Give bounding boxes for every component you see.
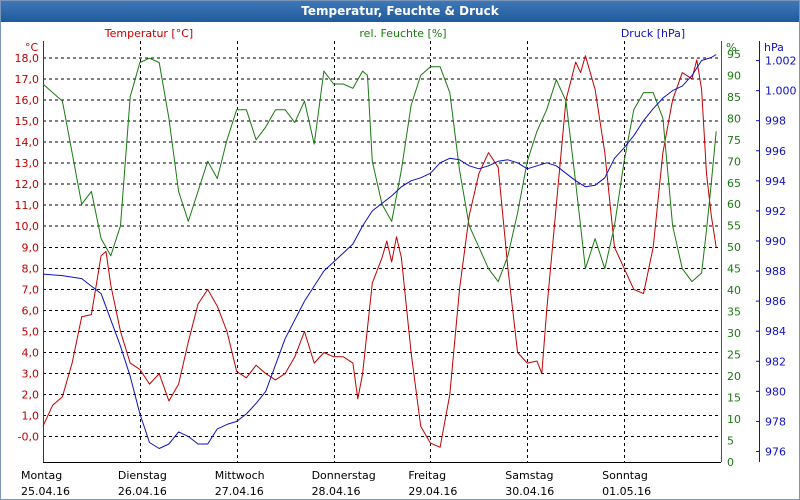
pressure-tick-label: 984 [765,325,786,338]
temperature-tick-label: 1,0 [22,410,40,423]
x-label-date: 30.04.16 [505,485,554,498]
pressure-tick-label: 1.002 [765,55,797,68]
pressure-tick-label: 988 [765,265,786,278]
pressure-tick-label: 1.000 [765,85,797,98]
temperature-tick-label: 10,0 [15,220,40,233]
humidity-tick-label: 20 [727,370,741,383]
temperature-tick-label: 17,0 [15,73,40,86]
temperature-tick-label: 18,0 [15,52,40,65]
humidity-tick-label: 60 [727,198,741,211]
x-label-day: Dienstag [118,469,167,482]
humidity-tick-label: 30 [727,327,741,340]
x-label-day: Donnerstag [312,469,376,482]
pressure-tick-label: 976 [765,445,786,458]
humidity-tick-label: 35 [727,306,741,319]
humidity-tick-label: 10 [727,413,741,426]
temperature-tick-label: 12,0 [15,178,40,191]
plot-frame [43,41,760,463]
humidity-tick-label: 45 [727,263,741,276]
humidity-tick-label: 15 [727,392,741,405]
temperature-tick-label: 6,0 [22,304,40,317]
temperature-tick-label: 11,0 [15,199,40,212]
pressure-tick-label: 994 [765,175,786,188]
pressure-tick-label: 996 [765,145,786,158]
x-label-date: 25.04.16 [21,485,70,498]
temperature-tick-label: 15,0 [15,115,40,128]
temperature-tick-label: 9,0 [22,241,40,254]
x-axis-labels: Montag 25.04.16 Dienstag 26.04.16 Mittwoch 27… [21,469,651,498]
humidity-tick-label: 40 [727,284,741,297]
humidity-tick-label: 55 [727,220,741,233]
pressure-axis-title: Druck [hPa] [621,27,685,40]
temperature-tick-label: 8,0 [22,262,40,275]
x-label-day: Sonntag [602,469,648,482]
pressure-tick-label: 986 [765,295,786,308]
x-label-date: 01.05.16 [602,485,651,498]
humidity-tick-label: 65 [727,177,741,190]
temperature-tick-label: 2,0 [22,389,40,402]
humidity-tick-label: 80 [727,112,741,125]
temperature-tick-label: 3,0 [22,368,40,381]
pressure-axis: 976 978 980 982 984 986 988 990 992 994 996 998 1.00… [756,55,797,458]
humidity-tick-label: 50 [727,241,741,254]
humidity-series-line [42,57,717,283]
window-title: Temperatur, Feuchte & Druck [1,1,799,22]
x-label-day: Mittwoch [215,469,265,482]
temperature-unit: °C [25,41,39,54]
humidity-tick-label: 0 [727,456,734,469]
pressure-unit: hPa [764,41,784,54]
x-label-day: Samstag [505,469,553,482]
humidity-tick-label: 85 [727,91,741,104]
temperature-series-line [42,55,717,448]
humidity-tick-label: 75 [727,134,741,147]
x-label-day: Freitag [408,469,446,482]
pressure-tick-label: 998 [765,115,786,128]
pressure-tick-label: 992 [765,205,786,218]
pressure-tick-label: 978 [765,415,786,428]
humidity-tick-label: 90 [727,69,741,82]
x-label-date: 29.04.16 [408,485,457,498]
humidity-axis-title: rel. Feuchte [%] [359,27,446,40]
pressure-tick-label: 980 [765,385,786,398]
pressure-series-line [42,54,717,449]
humidity-tick-label: 95 [727,48,741,61]
temperature-tick-label: 16,0 [15,94,40,107]
humidity-tick-label: 5 [727,435,734,448]
temperature-tick-label: 7,0 [22,283,40,296]
temperature-axis: -0,0 1,0 2,0 3,0 4,0 5,0 6,0 7,0 8,0 9,0 10,0 11,0 1… [15,52,40,444]
humidity-tick-label: 25 [727,349,741,362]
x-label-date: 27.04.16 [215,485,264,498]
chart-series [42,54,717,449]
x-label-day: Montag [21,469,62,482]
humidity-axis: 0 5 10 15 20 25 30 35 40 45 50 55 60 65 70 75 80 85 90 95 [727,48,741,469]
temperature-tick-label: 5,0 [22,325,40,338]
temperature-axis-title: Temperatur [°C] [104,27,193,40]
pressure-tick-label: 990 [765,235,786,248]
temperature-tick-label: 13,0 [15,157,40,170]
x-label-date: 26.04.16 [118,485,167,498]
humidity-unit: % [726,41,736,54]
temperature-tick-label: -0,0 [18,431,39,444]
humidity-tick-label: 70 [727,155,741,168]
temperature-tick-label: 14,0 [15,136,40,149]
x-label-date: 28.04.16 [312,485,361,498]
pressure-tick-label: 982 [765,355,786,368]
chart-grid [43,41,721,462]
temperature-tick-label: 4,0 [22,347,40,360]
